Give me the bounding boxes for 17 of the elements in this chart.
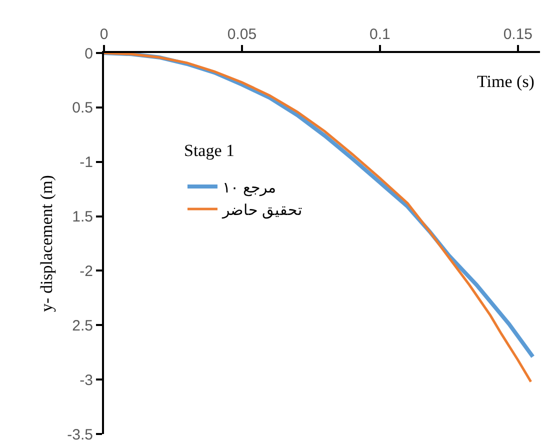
y-axis-title: y- displacement (m): [37, 175, 56, 312]
y-tick-label: 0: [84, 45, 93, 62]
y-tick-label: -1: [80, 154, 93, 172]
y-tick-label: -3.5: [67, 426, 93, 444]
y-tick-label: 2.5: [72, 317, 93, 334]
legend-label: مرجع ١٠: [222, 178, 276, 196]
y-tick-label: -2: [80, 262, 93, 280]
y-tick-label: 1.5: [72, 208, 93, 226]
annotation: Stage 1: [184, 141, 235, 160]
x-tick-label: 0.15: [503, 26, 533, 43]
x-tick-label: 0.05: [227, 26, 257, 43]
y-tick-label: -3: [80, 372, 93, 389]
y-tick-label: 0.5: [72, 100, 93, 117]
x-tick-label: 0: [100, 26, 108, 43]
legend-label: تحقيق حاضر: [221, 200, 302, 219]
x-tick-label: 0.1: [370, 26, 390, 43]
x-axis-title: Time (s): [477, 72, 534, 91]
